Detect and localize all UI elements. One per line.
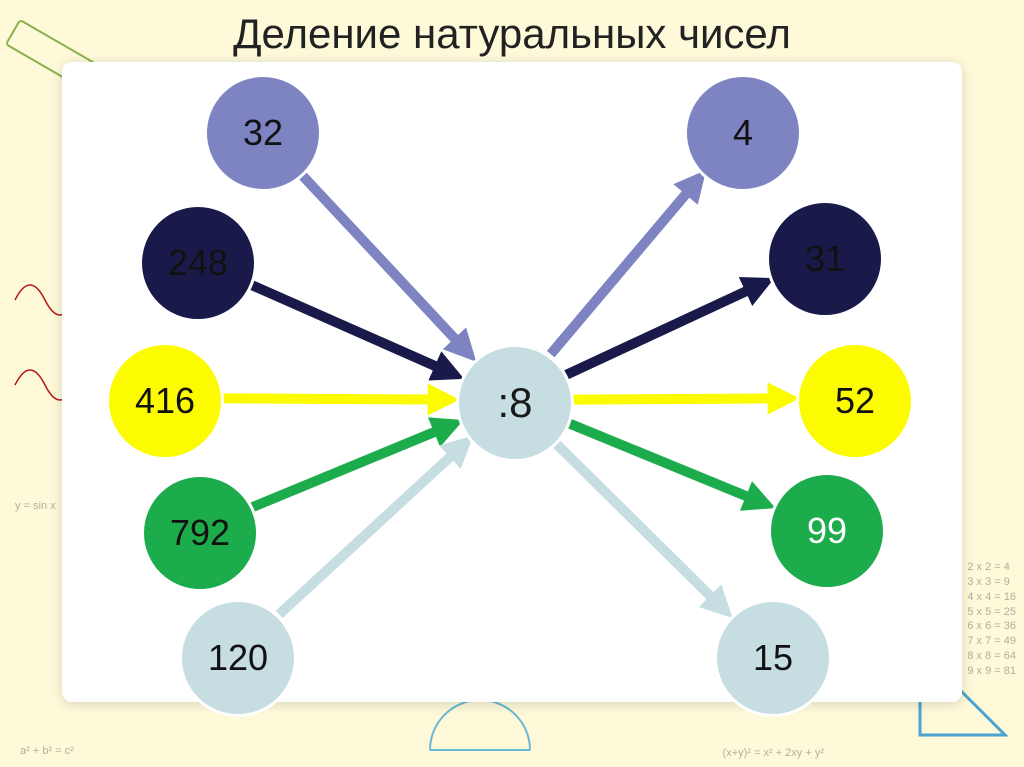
input-node-3: 792 (141, 474, 259, 592)
output-node-3: 99 (768, 472, 886, 590)
input-node-2: 416 (106, 342, 224, 460)
nodes-layer: 32 248 416 792120 431 52 9915 :8 (0, 0, 1024, 767)
output-node-0: 4 (684, 74, 802, 192)
output-node-2: 52 (796, 342, 914, 460)
input-node-0: 32 (204, 74, 322, 192)
center-node: :8 (456, 344, 574, 462)
output-node-1: 31 (766, 200, 884, 318)
output-node-4: 15 (714, 599, 832, 717)
input-node-4: 120 (179, 599, 297, 717)
input-node-1: 248 (139, 204, 257, 322)
